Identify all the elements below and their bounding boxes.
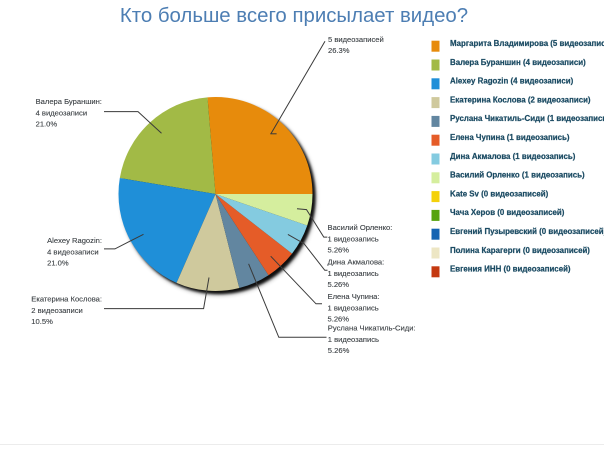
svg-text:Руслана Чикатиль-Сиди:: Руслана Чикатиль-Сиди:	[328, 324, 416, 333]
svg-text:4 видеозаписи: 4 видеозаписи	[47, 247, 99, 256]
svg-text:Валера Бураншин (4 видеозаписи: Валера Бураншин (4 видеозаписи)	[450, 58, 586, 67]
svg-text:Alexey Ragozin:: Alexey Ragozin:	[47, 236, 102, 245]
svg-text:10.5%: 10.5%	[31, 317, 53, 326]
svg-text:Елена Чупина (1 видеозапись): Елена Чупина (1 видеозапись)	[450, 133, 570, 142]
svg-text:4 видеозаписи: 4 видеозаписи	[36, 108, 88, 117]
svg-text:Валера Бураншин:: Валера Бураншин:	[36, 97, 102, 106]
svg-text:Евгений Пузыревский (0 видеоза: Евгений Пузыревский (0 видеозаписей)	[450, 227, 604, 236]
svg-text:Kate Sv (0 видеозаписей): Kate Sv (0 видеозаписей)	[450, 189, 549, 198]
svg-text:1 видеозапись: 1 видеозапись	[328, 335, 379, 344]
svg-text:Полина Карагерги (0 видеозапис: Полина Карагерги (0 видеозаписей)	[450, 246, 590, 255]
svg-text:Василий Орленко (1 видеозапись: Василий Орленко (1 видеозапись)	[450, 171, 585, 180]
svg-text:1 видеозапись: 1 видеозапись	[328, 303, 379, 312]
svg-text:Дина Акмалова (1 видеозапись): Дина Акмалова (1 видеозапись)	[450, 152, 576, 161]
svg-text:5.26%: 5.26%	[328, 315, 350, 324]
svg-text:Alexey Ragozin (4 видеозаписи): Alexey Ragozin (4 видеозаписи)	[450, 77, 574, 86]
svg-text:Чача Херов (0 видеозаписей): Чача Херов (0 видеозаписей)	[450, 208, 565, 217]
svg-text:Кто больше всего присылает вид: Кто больше всего присылает видео?	[120, 5, 468, 27]
svg-text:5.26%: 5.26%	[328, 246, 350, 255]
svg-text:21.0%: 21.0%	[47, 259, 69, 268]
svg-text:5.26%: 5.26%	[328, 280, 350, 289]
svg-text:Руслана Чикатиль-Сиди (1 видео: Руслана Чикатиль-Сиди (1 видеозапись)	[450, 114, 604, 123]
svg-text:5 видеозаписей: 5 видеозаписей	[328, 35, 384, 44]
svg-text:Елена Чупина:: Елена Чупина:	[328, 292, 380, 301]
svg-text:Екатерина Кослова:: Екатерина Кослова:	[31, 295, 102, 304]
svg-text:21.0%: 21.0%	[36, 120, 58, 129]
svg-text:1 видеозапись: 1 видеозапись	[328, 269, 379, 278]
svg-text:2 видеозаписи: 2 видеозаписи	[31, 306, 83, 315]
svg-text:1 видеозапись: 1 видеозапись	[328, 234, 379, 243]
svg-text:Евгения ИНН (0 видеозаписей): Евгения ИНН (0 видеозаписей)	[450, 265, 571, 274]
svg-text:Дина Акмалова:: Дина Акмалова:	[328, 258, 385, 267]
svg-text:26.3%: 26.3%	[328, 46, 350, 55]
svg-text:Маргарита Владимирова (5 видео: Маргарита Владимирова (5 видеозаписей)	[450, 39, 604, 48]
svg-text:Василий Орленко:: Василий Орленко:	[328, 223, 393, 232]
svg-text:5.26%: 5.26%	[328, 346, 350, 355]
svg-text:Екатерина Кослова (2 видеозапи: Екатерина Кослова (2 видеозаписи)	[450, 95, 591, 104]
